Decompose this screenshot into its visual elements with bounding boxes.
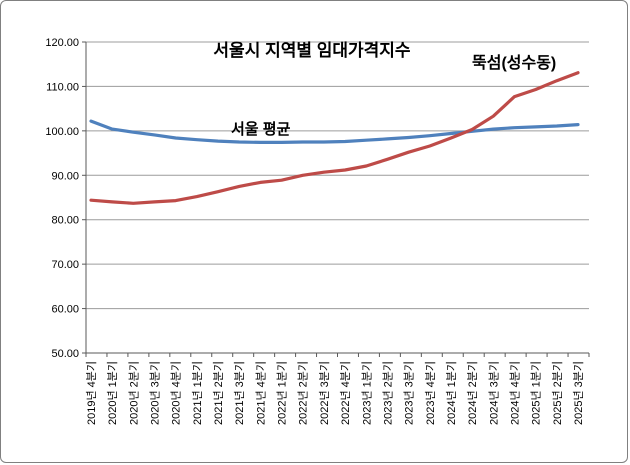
x-axis-label: 2024년 2분기: [466, 361, 479, 425]
x-axis-label: 2022년 3분기: [318, 361, 331, 425]
x-axis-label: 2025년 2분기: [551, 361, 564, 425]
x-axis-label: 2020년 3분기: [149, 361, 162, 425]
y-axis-label: 110.00: [46, 81, 79, 93]
y-axis-label: 50.00: [51, 348, 79, 360]
x-axis-label: 2021년 2분기: [212, 361, 225, 425]
x-axis-label: 2023년 2분기: [381, 361, 394, 425]
y-axis-label: 90.00: [51, 170, 79, 182]
x-axis-label: 2020년 1분기: [106, 361, 119, 425]
x-axis-label: 2021년 1분기: [191, 361, 204, 425]
y-axis-label: 80.00: [51, 215, 79, 227]
chart-title: 서울시 지역별 임대가격지수: [213, 41, 411, 60]
x-axis-label: 2024년 1분기: [445, 361, 458, 425]
y-axis-label: 70.00: [51, 259, 79, 271]
x-axis-label: 2021년 4분기: [254, 361, 267, 425]
x-axis-label: 2023년 1분기: [360, 361, 373, 425]
y-axis-label: 120.00: [45, 37, 79, 49]
x-axis-label: 2022년 4분기: [339, 361, 352, 425]
series-label-seoul-average: 서울 평균: [231, 121, 291, 138]
x-axis-label: 2019년 4분기: [85, 361, 98, 425]
x-axis-label: 2024년 4분기: [508, 361, 521, 425]
x-axis-label: 2020년 2분기: [127, 361, 140, 425]
x-axis-label: 2022년 1분기: [276, 361, 289, 425]
series-line-seoul-average: [89, 119, 580, 144]
series-line-ttukseom-seongsu: [89, 71, 580, 205]
y-axis-label: 60.00: [51, 304, 79, 316]
y-axis-label: 100.00: [45, 126, 79, 138]
x-axis-label: 2023년 3분기: [403, 361, 416, 425]
x-axis-label: 2025년 1분기: [530, 361, 543, 425]
x-axis-label: 2024년 3분기: [487, 361, 500, 425]
x-axis-label: 2022년 2분기: [297, 361, 310, 425]
x-axis-label: 2025년 3분기: [572, 361, 585, 425]
x-axis-label: 2021년 3분기: [233, 361, 246, 425]
series-label-ttukseom-seongsu: 뚝섬(성수동): [472, 55, 557, 72]
x-axis-label: 2020년 4분기: [170, 361, 183, 425]
x-axis-label: 2023년 4분기: [424, 361, 437, 425]
